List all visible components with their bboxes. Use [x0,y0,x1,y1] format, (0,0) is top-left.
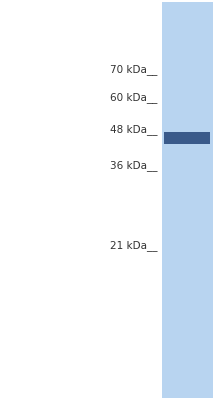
Bar [162,2,213,398]
Text: 36 kDa__: 36 kDa__ [110,160,157,172]
Text: 48 kDa__: 48 kDa__ [110,124,157,136]
Text: 70 kDa__: 70 kDa__ [110,64,157,76]
Text: 21 kDa__: 21 kDa__ [110,240,157,252]
Bar [164,132,210,144]
Text: 60 kDa__: 60 kDa__ [110,92,157,104]
